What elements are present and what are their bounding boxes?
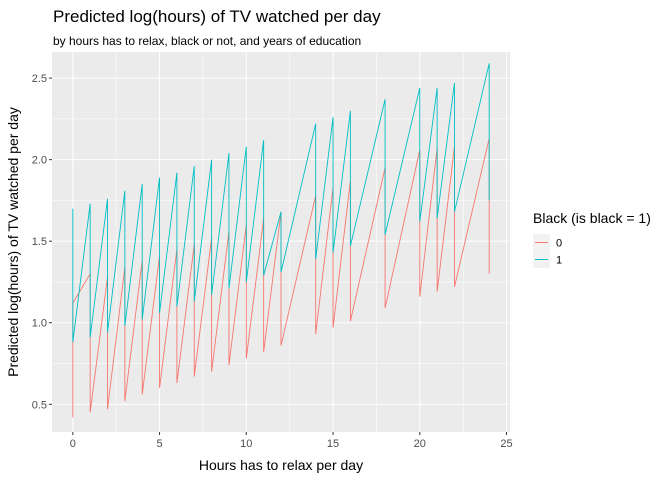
- x-tick-label: 5: [156, 438, 162, 450]
- x-axis-title: Hours has to relax per day: [199, 457, 363, 473]
- y-tick-label: 1.0: [32, 318, 47, 330]
- series-line-1: [72, 63, 490, 343]
- y-axis: 0.5 1.0 1.5 2.0 2.5: [32, 73, 52, 411]
- series-lines: [72, 63, 490, 418]
- y-axis-title: Predicted log(hours) of TV watched per d…: [5, 107, 21, 377]
- chart-subtitle: by hours has to relax, black or not, and…: [53, 34, 361, 48]
- x-tick-label: 25: [500, 438, 512, 450]
- x-tick-label: 10: [240, 438, 252, 450]
- grid-minor: [52, 52, 510, 432]
- legend-title: Black (is black = 1): [533, 210, 651, 226]
- x-axis: 0 5 10 15 20 25: [70, 432, 513, 450]
- legend: Black (is black = 1) 01: [533, 210, 651, 268]
- x-tick-label: 0: [70, 438, 76, 450]
- y-tick-label: 2.5: [32, 73, 47, 85]
- x-tick-label: 20: [414, 438, 426, 450]
- legend-label-1: 1: [556, 255, 562, 267]
- y-tick-label: 2.0: [32, 155, 47, 167]
- legend-items: 01: [533, 234, 562, 268]
- x-tick-label: 15: [327, 438, 339, 450]
- chart-title: Predicted log(hours) of TV watched per d…: [53, 7, 381, 26]
- y-tick-label: 0.5: [32, 399, 47, 411]
- y-tick-label: 1.5: [32, 236, 47, 248]
- legend-label-0: 0: [556, 238, 562, 250]
